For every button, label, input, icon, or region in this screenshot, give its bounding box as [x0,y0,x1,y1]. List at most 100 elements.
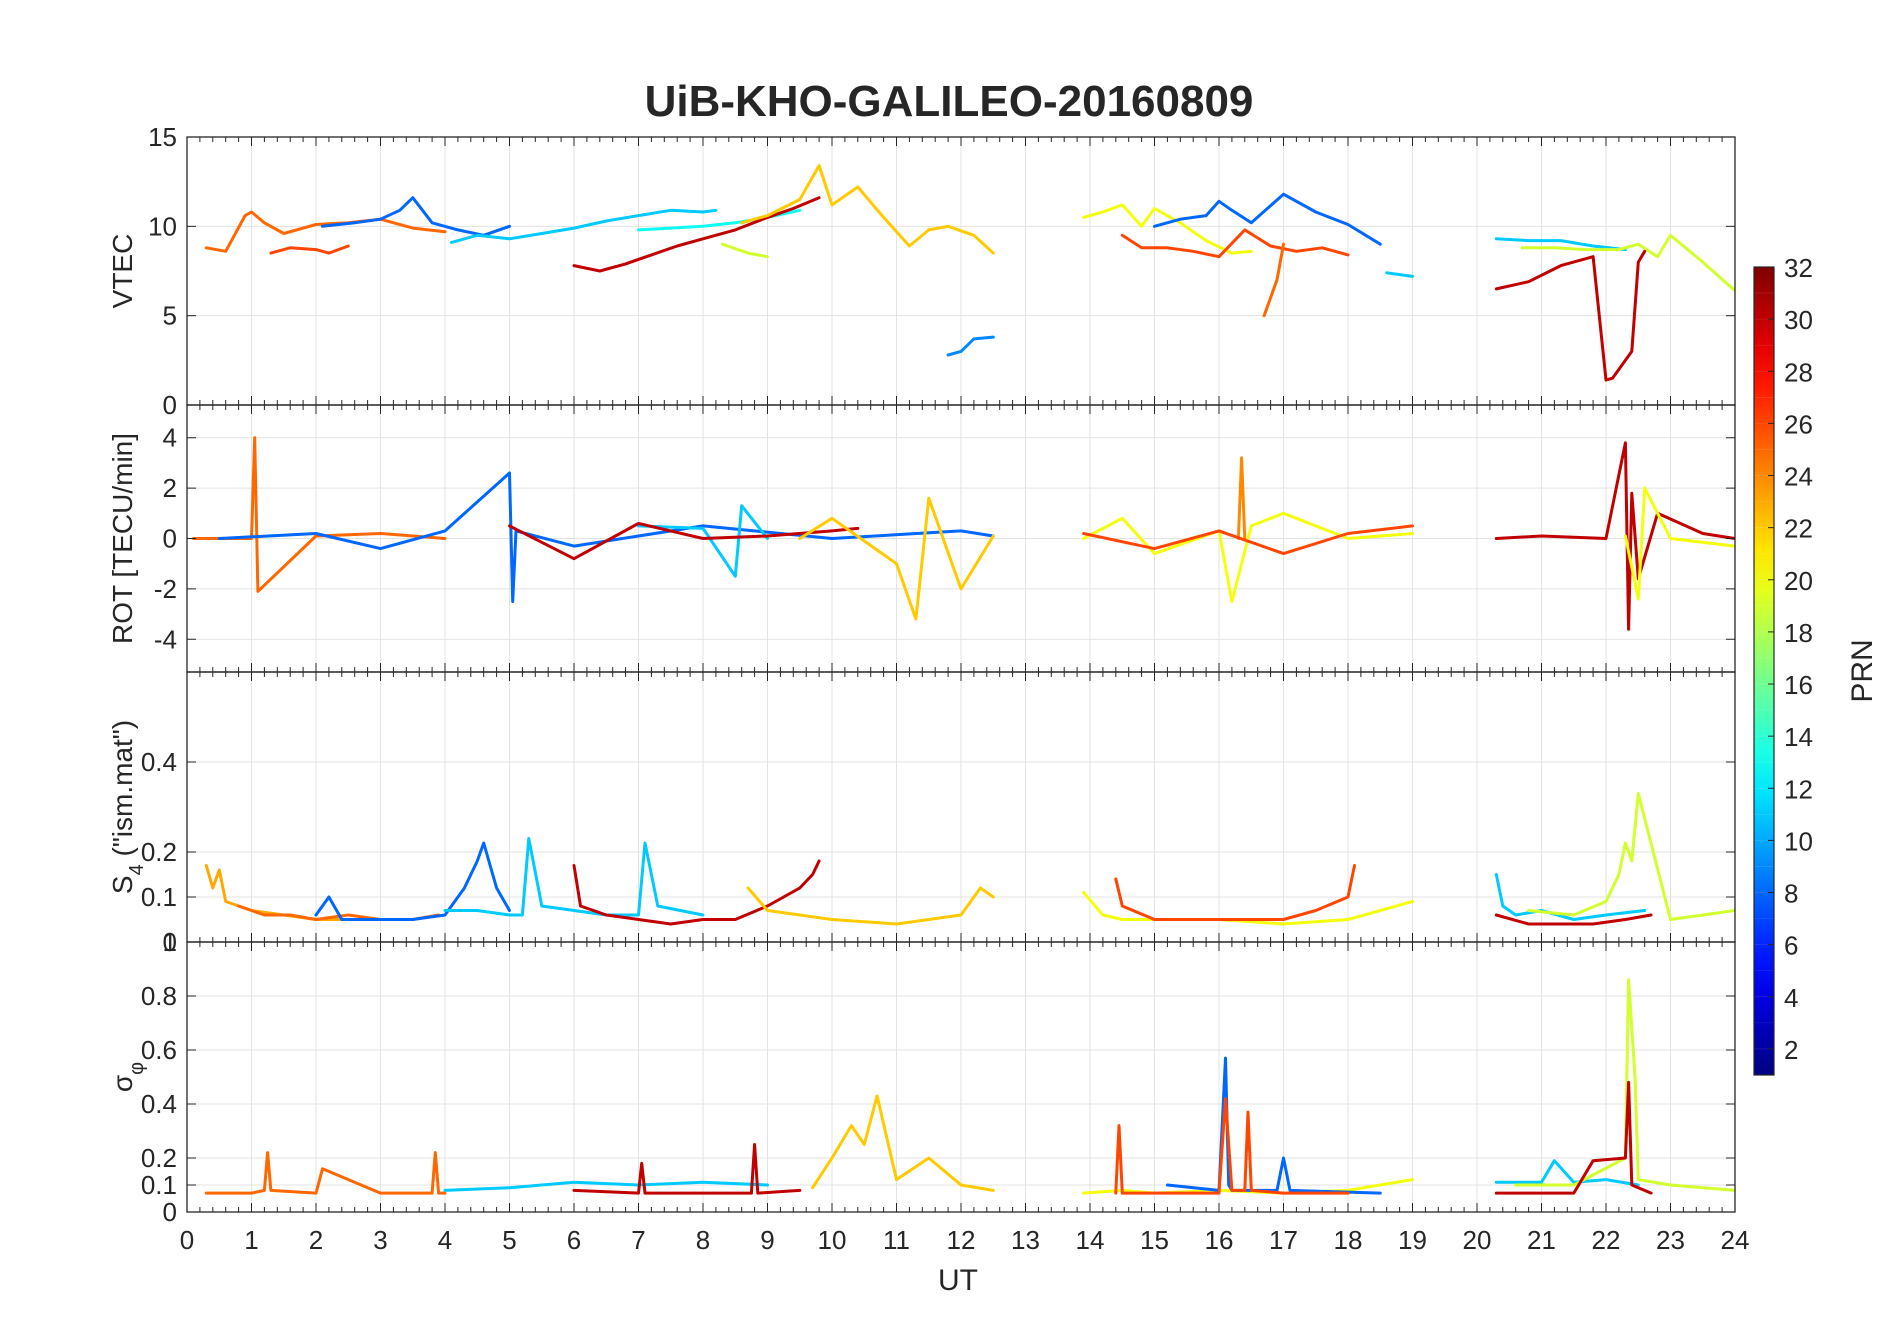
grid [186,941,1736,1213]
y-tick-label: 0.8 [141,981,177,1011]
series-line-prn-11-7 [1494,1159,1640,1187]
series-line-prn-11-1 [443,1180,769,1192]
x-tick-label: 2 [309,1225,323,1255]
y-ticks: -4 -2 0 2 4 [154,423,1735,654]
y-tick-label: 1 [163,927,177,957]
y-axis-label: VTEC [107,234,138,309]
y-ticks: 0 5 10 15 [148,122,1735,420]
colorbar-tick-label: 14 [1784,722,1813,752]
x-ticks [186,942,1736,1212]
x-tick-label: 18 [1334,1225,1363,1255]
series-line-prn-26-1 [269,244,350,255]
series-line-prn-22-4 [798,496,995,621]
y-tick-label: 0.2 [141,837,177,867]
colorbar-tick-label: 16 [1784,670,1813,700]
series-line-prn-30-3 [508,521,860,561]
colorbar-tick-label: 2 [1784,1035,1798,1065]
panel-VTEC: 0 5 10 15 VTEC [107,122,1736,420]
series-line-prn-22-5 [746,886,995,926]
colorbar-tick-label: 18 [1784,618,1813,648]
chart-title: UiB-KHO-GALILEO-20160809 [645,77,1254,126]
y-tick-label: -2 [154,574,177,604]
series-line-prn-26-7 [1114,864,1356,921]
series-line-prn-8-2 [314,841,511,921]
y-tick-label: 0.2 [141,1143,177,1173]
y-tick-label: 15 [148,122,177,152]
series-line-prn-26-7 [1082,524,1414,556]
panel-S4: 0 0.1 0.2 0.4S4 ("ism.mat") [107,671,1736,957]
series-line-prn-19-15 [1520,233,1735,293]
colorbar-tick-label: 24 [1784,462,1813,492]
x-tick-label: 19 [1398,1225,1427,1255]
series-line-prn-30-4 [572,859,821,926]
series-line-prn-11-13 [1385,271,1414,278]
grid [186,672,1736,943]
panel-ROT: -4 -2 0 2 4 ROT [TECU/min] [107,404,1736,673]
colorbar-label: PRN [1846,639,1879,702]
y-tick-label: 0 [163,390,177,420]
colorbar-tick-label: 26 [1784,409,1813,439]
colorbar-tick-label: 12 [1784,774,1813,804]
series-line-prn-11-3 [443,837,705,917]
series-line-prn-9-8 [946,335,995,357]
y-tick-label: 5 [163,301,177,331]
x-tick-label: 9 [760,1225,774,1255]
x-tick-label: 20 [1463,1225,1492,1255]
colorbar-tick-label: 20 [1784,566,1813,596]
y-ticks: 0 0.1 0.2 0.4 [141,747,1735,957]
x-tick-label: 1 [244,1225,258,1255]
y-tick-label: -4 [154,624,177,654]
x-tick-label: 6 [567,1225,581,1255]
x-tick-label: 11 [883,1225,910,1255]
series-line-prn-20-5 [1082,511,1414,603]
x-tick-label: 23 [1656,1225,1685,1255]
x-tick-label: 24 [1721,1225,1750,1255]
y-tick-label: 0 [163,1197,177,1227]
x-tick-label: 10 [818,1225,847,1255]
y-tick-label: 0 [163,927,177,957]
y-tick-label: 0 [163,524,177,554]
series-line-prn-25-0 [204,1151,447,1195]
series-line-prn-11-3 [449,208,718,244]
series-line-prn-24-6 [1236,456,1247,540]
series-line-prn-26-11 [1120,228,1350,259]
y-tick-label: 0.1 [141,882,177,912]
x-tick-label: 13 [1011,1225,1040,1255]
x-tick-label: 16 [1205,1225,1234,1255]
colorbar-tick-label: 32 [1784,253,1813,283]
series-line-prn-22-7 [740,164,995,255]
series-line-prn-8-10 [1153,192,1382,246]
colorbar-tick-label: 4 [1784,983,1798,1013]
x-ticks [186,405,1736,672]
x-tick-label: 12 [947,1225,976,1255]
series-group [204,164,1735,382]
series-line-prn-30-10 [1494,913,1653,926]
colorbar-tick-label: 8 [1784,879,1798,909]
series-line-prn-30-16 [1494,249,1647,382]
x-tick-label: 8 [696,1225,710,1255]
series-line-prn-20-9 [1082,203,1253,255]
x-tick-label: 4 [438,1225,452,1255]
x-ticks [186,137,1736,405]
y-tick-label: 10 [148,211,177,241]
colorbar-tick-label: 30 [1784,305,1813,335]
x-tick-label: 17 [1269,1225,1298,1255]
series-group [191,436,1735,631]
series-group [204,978,1735,1195]
x-tick-label: 15 [1140,1225,1169,1255]
series-line-prn-25-12 [1262,242,1285,318]
series-group [204,792,1735,926]
x-axis-label: UT [938,1264,978,1297]
grid [186,136,1736,406]
series-line-prn-19-5 [720,242,769,259]
y-tick-label: 4 [163,423,177,453]
y-tick-label: 0.4 [141,747,177,777]
y-tick-label: 2 [163,473,177,503]
series-line-prn-8-2 [321,196,511,237]
x-tick-label: 5 [502,1225,516,1255]
series-line-prn-11-14 [1494,237,1627,252]
colorbar-tick-label: 10 [1784,826,1813,856]
